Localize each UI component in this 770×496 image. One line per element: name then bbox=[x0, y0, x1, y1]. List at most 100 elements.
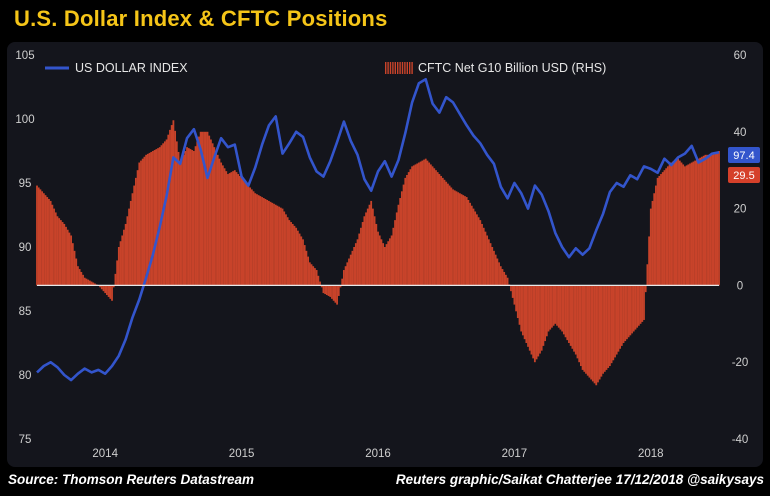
cftc-bar bbox=[291, 223, 294, 286]
cftc-bar bbox=[78, 269, 81, 286]
cftc-bar bbox=[266, 199, 269, 286]
cftc-bar bbox=[315, 270, 318, 286]
cftc-bar bbox=[85, 278, 88, 286]
cftc-bar bbox=[90, 281, 93, 286]
cftc-bar bbox=[252, 191, 255, 286]
cftc-bar bbox=[418, 162, 420, 286]
cftc-bar bbox=[465, 197, 468, 286]
cftc-bar bbox=[438, 174, 441, 286]
cftc-bar bbox=[334, 285, 337, 303]
cftc-bar bbox=[249, 187, 252, 286]
cftc-bar bbox=[636, 285, 639, 328]
cftc-bar bbox=[643, 285, 645, 320]
last-bar-value-badge bbox=[728, 167, 760, 183]
legend-line-label: US DOLLAR INDEX bbox=[75, 61, 188, 75]
cftc-bar bbox=[82, 274, 84, 286]
cftc-bar bbox=[660, 174, 662, 286]
cftc-bar bbox=[370, 200, 373, 286]
cftc-bar bbox=[366, 208, 369, 286]
cftc-bar bbox=[356, 239, 359, 286]
cftc-bar bbox=[453, 190, 456, 286]
cftc-bar bbox=[419, 161, 422, 286]
cftc-bar bbox=[385, 244, 388, 286]
cftc-bar bbox=[221, 165, 224, 286]
cftc-bar bbox=[37, 187, 40, 286]
cftc-bar bbox=[629, 285, 632, 336]
cftc-bar bbox=[634, 285, 637, 330]
cftc-bar bbox=[360, 227, 362, 286]
cftc-bar bbox=[429, 164, 432, 286]
cftc-bar bbox=[626, 285, 628, 340]
cftc-bar bbox=[128, 208, 130, 286]
cftc-bar bbox=[452, 189, 454, 286]
legend-bar-swatch-bar bbox=[406, 62, 408, 74]
cftc-bar bbox=[460, 194, 463, 286]
cftc-bar bbox=[603, 285, 606, 372]
cftc-bar bbox=[552, 285, 555, 326]
x-tick-label: 2016 bbox=[365, 448, 391, 460]
cftc-bar bbox=[240, 177, 243, 286]
cftc-bar bbox=[92, 282, 95, 286]
cftc-bar bbox=[322, 285, 325, 294]
cftc-bar bbox=[568, 285, 570, 343]
cftc-bar bbox=[450, 187, 453, 286]
cftc-bar bbox=[491, 247, 494, 286]
cftc-bar bbox=[319, 281, 321, 286]
cftc-bar bbox=[477, 217, 480, 286]
cftc-bar bbox=[102, 285, 105, 292]
cftc-bar bbox=[435, 170, 437, 286]
cftc-bar bbox=[571, 285, 574, 349]
cftc-bar bbox=[325, 285, 328, 295]
cftc-bar bbox=[646, 264, 649, 286]
cftc-bar bbox=[475, 214, 478, 286]
right-tick-label: -20 bbox=[732, 357, 749, 369]
cftc-bar bbox=[615, 285, 618, 355]
cftc-bar bbox=[216, 154, 219, 286]
cftc-bar bbox=[88, 280, 91, 286]
cftc-bar bbox=[682, 164, 685, 286]
x-tick-label: 2017 bbox=[502, 448, 528, 460]
cftc-bar bbox=[402, 184, 405, 286]
cftc-bar bbox=[673, 160, 676, 286]
cftc-bar bbox=[687, 164, 690, 286]
cftc-bar bbox=[257, 195, 260, 286]
cftc-bar bbox=[467, 199, 470, 286]
cftc-bar bbox=[411, 166, 413, 286]
cftc-bar bbox=[199, 131, 202, 286]
cftc-bar bbox=[632, 285, 635, 332]
x-axis: 2014 2015 2016 2017 2018 bbox=[92, 448, 663, 460]
cftc-bar bbox=[146, 153, 149, 286]
cftc-bar bbox=[208, 135, 211, 286]
cftc-bar bbox=[230, 172, 233, 286]
cftc-bar bbox=[409, 169, 412, 286]
cftc-bar bbox=[506, 277, 509, 286]
cftc-bar bbox=[337, 285, 340, 296]
cftc-bar bbox=[462, 195, 465, 286]
cftc-bar bbox=[711, 154, 714, 286]
cftc-bar bbox=[510, 285, 512, 292]
cftc-bar bbox=[694, 160, 697, 286]
cftc-bar bbox=[80, 271, 83, 286]
cftc-bar bbox=[68, 232, 71, 286]
cftc-bar bbox=[610, 285, 613, 364]
cftc-bar bbox=[368, 204, 371, 286]
cftc-bar bbox=[707, 154, 710, 286]
cftc-bar bbox=[227, 174, 229, 286]
cftc-bar bbox=[232, 171, 234, 286]
cftc-bar bbox=[677, 158, 679, 286]
legend-bar-swatch-bar bbox=[394, 62, 396, 74]
cftc-bar bbox=[220, 162, 223, 286]
cftc-bar bbox=[343, 270, 345, 286]
cftc-bar bbox=[141, 158, 144, 286]
left-tick-label: 80 bbox=[19, 370, 32, 382]
cftc-bar bbox=[670, 162, 673, 286]
cftc-bar bbox=[547, 285, 550, 332]
cftc-bar bbox=[631, 285, 633, 334]
cftc-bar bbox=[121, 235, 124, 286]
cftc-bar bbox=[361, 222, 364, 286]
cftc-bar bbox=[196, 141, 199, 286]
cftc-bar bbox=[443, 179, 446, 286]
cftc-bar bbox=[109, 285, 112, 299]
cftc-bar bbox=[94, 283, 96, 286]
cftc-bar bbox=[617, 285, 620, 352]
